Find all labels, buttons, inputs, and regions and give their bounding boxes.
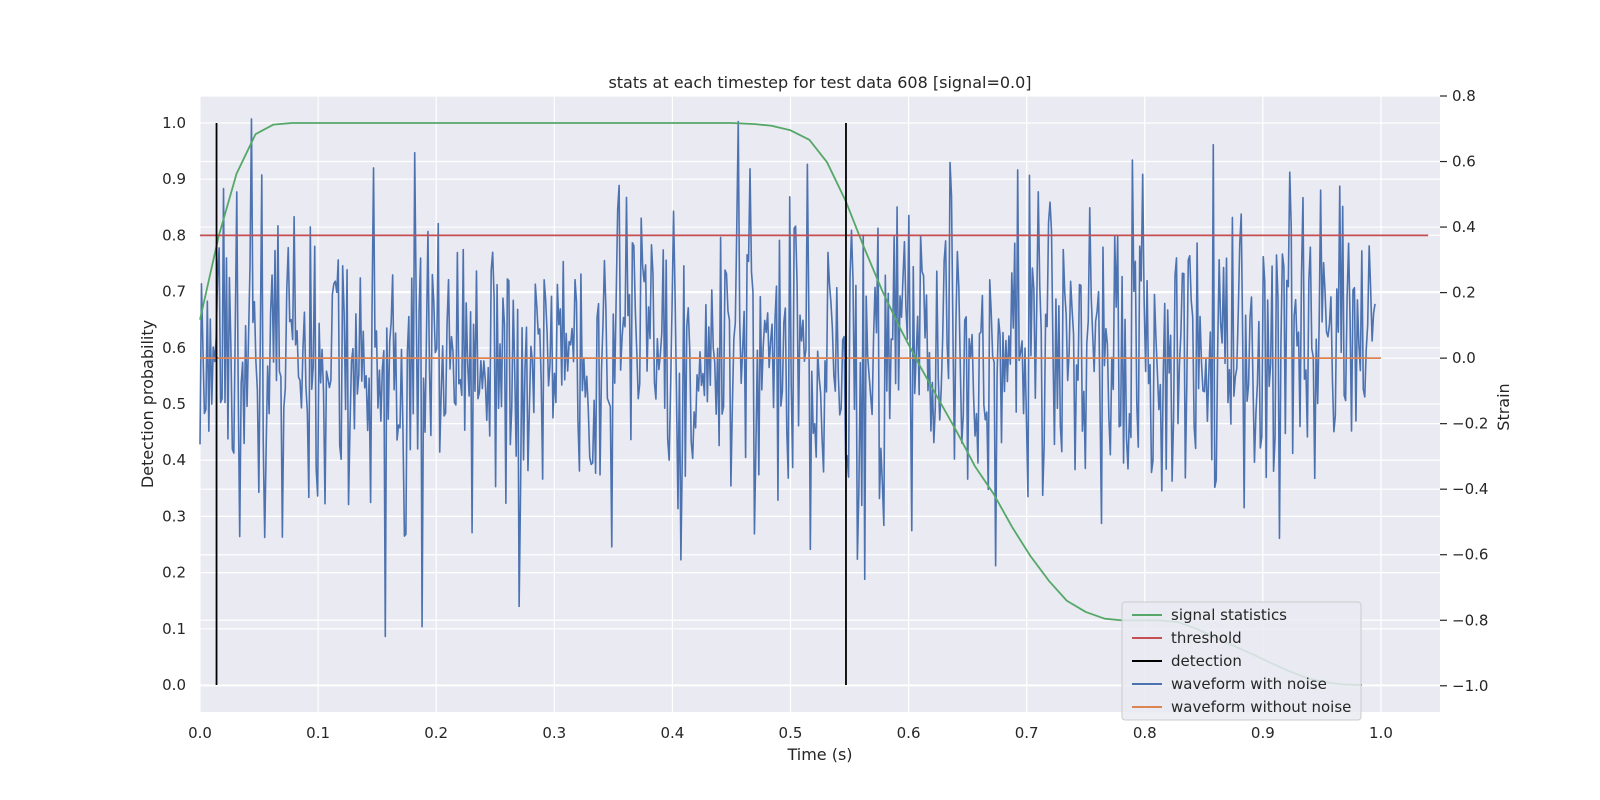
x-tick-label: 0.0: [188, 724, 212, 742]
x-tick-label: 0.9: [1251, 724, 1275, 742]
y-tick-label: 0.7: [162, 283, 186, 301]
y-right-tick-label: −0.4: [1452, 480, 1488, 498]
y-tick-label: 0.4: [162, 451, 186, 469]
x-tick-label: 0.2: [424, 724, 448, 742]
x-tick-label: 0.3: [542, 724, 566, 742]
legend-label-detection: detection: [1171, 652, 1242, 670]
y-right-tick-label: −0.8: [1452, 611, 1488, 629]
y-tick-label: 0.0: [162, 676, 186, 694]
axes-layer: 0.0 0.1 0.2 0.3 0.4 0.5 0.6 0.7 0.8 0.9 1.0 0.0 0.1 0…: [162, 87, 1488, 742]
x-tick-label: 0.5: [779, 724, 803, 742]
y-right-tick-label: −0.2: [1452, 415, 1488, 433]
y-right-tick-label: 0.2: [1452, 284, 1476, 302]
legend-label-signal-statistics: signal statistics: [1171, 606, 1287, 624]
y-tick-label: 0.8: [162, 226, 186, 244]
y-tick-label: 0.2: [162, 564, 186, 582]
x-tick-label: 0.7: [1015, 724, 1039, 742]
legend: signal statistics threshold detection wa…: [1121, 601, 1362, 721]
y-right-tick-label: −1.0: [1452, 677, 1488, 695]
y-right-tick-label: −0.6: [1452, 546, 1488, 564]
legend-label-waveform-with-noise: waveform with noise: [1171, 675, 1327, 693]
y-tick-label: 0.6: [162, 339, 186, 357]
legend-box: [1121, 601, 1362, 721]
x-tick-label: 0.4: [660, 724, 684, 742]
x-tick-label: 0.8: [1133, 724, 1157, 742]
y-right-tick-label: 0.8: [1452, 87, 1476, 105]
x-tick-label: 0.1: [306, 724, 330, 742]
chart-title: stats at each timestep for test data 608…: [608, 73, 1031, 92]
x-tick-label: 0.6: [897, 724, 921, 742]
series-line-waveform-with-noise: [199, 118, 1376, 638]
y-axis-label: Detection probability: [138, 320, 157, 488]
y-right-tick-label: 0.6: [1452, 153, 1476, 171]
y-tick-label: 0.1: [162, 620, 186, 638]
y-tick-label: 1.0: [162, 114, 186, 132]
y-right-axis-label: Strain: [1494, 383, 1513, 430]
y-right-tick-label: 0.4: [1452, 218, 1476, 236]
legend-label-threshold: threshold: [1171, 629, 1242, 647]
x-tick-label: 1.0: [1369, 724, 1393, 742]
y-right-tick-label: 0.0: [1452, 349, 1476, 367]
x-axis-label: Time (s): [786, 745, 852, 764]
y-tick-label: 0.9: [162, 170, 186, 188]
legend-label-waveform-without-noise: waveform without noise: [1171, 698, 1351, 716]
y-tick-label: 0.3: [162, 507, 186, 525]
y-tick-label: 0.5: [162, 395, 186, 413]
